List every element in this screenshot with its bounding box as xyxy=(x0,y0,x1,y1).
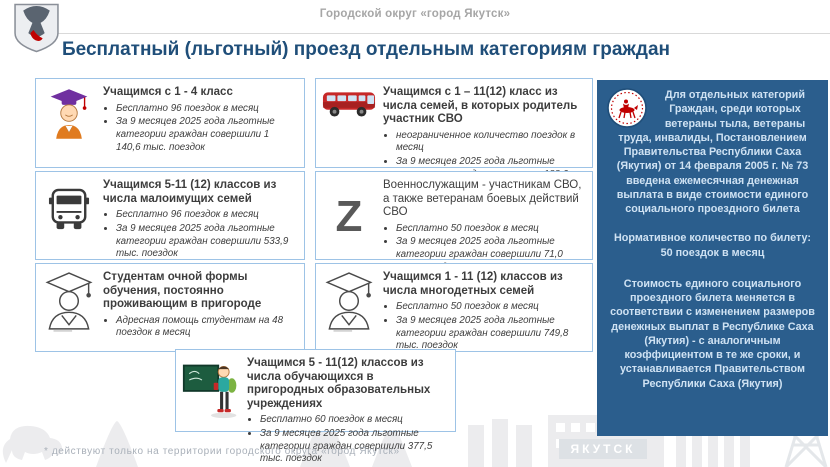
card-title: Учащимся 1 - 11 (12) классов из числа мн… xyxy=(383,271,563,297)
card-title: Студентам очной формы обучения, постоянн… xyxy=(103,271,262,311)
card-bullets: Адресная помощь студентам на 48 поездок … xyxy=(103,315,296,340)
bullet: За 9 месяцев 2025 года льготные категори… xyxy=(116,116,296,154)
panel-paragraph-norm: Нормативное количество по билету: 50 пое… xyxy=(614,232,811,259)
bullet: Бесплатно 96 поездок в месяц xyxy=(116,209,296,222)
bullet: Бесплатно 60 поездок в месяц xyxy=(260,414,447,427)
card-pupils-svo-family: Учащимся с 1 – 11(12) класс из числа сем… xyxy=(315,78,593,193)
card-title: Военнослужащим - участникам СВО, а также… xyxy=(383,179,582,219)
bullet: Бесплатно 50 поездок в месяц xyxy=(396,223,584,236)
student-graduate-color-icon xyxy=(42,86,96,162)
graduate-outline-icon xyxy=(42,271,96,346)
z-glyph: Z xyxy=(335,192,363,241)
card-pupils-suburban-schools: Учащимся 5 - 11(12) классов из числа обу… xyxy=(175,349,456,464)
card-students-suburban: Студентам очной формы обучения, постоянн… xyxy=(35,263,305,352)
card-bullets: Бесплатно 96 поездок в месяц За 9 месяце… xyxy=(103,209,296,261)
yakutsk-watermark-label: ЯКУТСК xyxy=(559,439,647,459)
bullet: Бесплатно 50 поездок в месяц xyxy=(396,301,584,314)
card-pupils-low-income: Учащимся 5-11 (12) классов из числа мало… xyxy=(35,171,305,260)
card-bullets: Бесплатно 50 поездок в месяц За 9 месяце… xyxy=(383,301,584,353)
card-title: Учащимся с 1 – 11(12) класс из числа сем… xyxy=(383,86,578,126)
card-title: Учащимся с 1 - 4 класс xyxy=(103,86,233,98)
bullet: Адресная помощь студентам на 48 поездок … xyxy=(116,315,296,340)
pupil-chalkboard-icon xyxy=(182,357,240,426)
card-pupils-large-families: Учащимся 1 - 11 (12) классов из числа мн… xyxy=(315,263,593,352)
card-title: Учащимся 5-11 (12) классов из числа мало… xyxy=(103,179,277,205)
panel-paragraph-price: Стоимость единого социального проездного… xyxy=(610,277,815,390)
bullet: За 9 месяцев 2025 года льготные категори… xyxy=(116,223,296,261)
header-divider xyxy=(35,33,830,34)
bullet: За 9 месяцев 2025 года льготные категори… xyxy=(260,428,447,466)
footnote: * действуют только на территории городск… xyxy=(44,446,400,457)
bus-front-icon xyxy=(42,179,96,254)
panel-paragraph-benefit: Для отдельных категорий Граждан, среди к… xyxy=(616,89,809,215)
info-panel: Для отдельных категорий Граждан, среди к… xyxy=(597,80,828,436)
org-label: Городской округ «город Якутск» xyxy=(319,8,511,20)
card-pupils-1-4: Учащимся с 1 - 4 класс Бесплатно 96 поез… xyxy=(35,78,305,168)
card-bullets: Бесплатно 60 поездок в месяц За 9 месяце… xyxy=(247,414,447,466)
card-military-svo: Z Военнослужащим - участникам СВО, а так… xyxy=(315,171,593,273)
sakha-republic-emblem-icon xyxy=(607,88,647,128)
page-title: Бесплатный (льготный) проезд отдельным к… xyxy=(62,39,671,60)
z-symbol-icon: Z xyxy=(322,179,376,254)
bullet: неограниченное количество поездок в меся… xyxy=(396,130,584,155)
yakutsk-coat-of-arms-icon xyxy=(14,3,59,53)
graduate-outline-icon xyxy=(322,271,376,346)
red-bus-icon xyxy=(322,86,376,162)
bullet: Бесплатно 96 поездок в месяц xyxy=(116,103,296,116)
card-title: Учащимся 5 - 11(12) классов из числа обу… xyxy=(247,357,431,410)
card-bullets: Бесплатно 96 поездок в месяц За 9 месяце… xyxy=(103,103,296,155)
bullet: За 9 месяцев 2025 года льготные категори… xyxy=(396,315,584,353)
